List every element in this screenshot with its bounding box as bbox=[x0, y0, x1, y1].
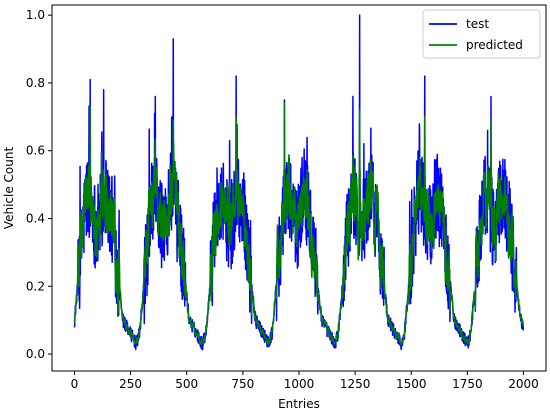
x-tick-label: 750 bbox=[231, 377, 254, 391]
legend-label-predicted: predicted bbox=[466, 38, 523, 52]
y-tick-label: 0.4 bbox=[26, 212, 45, 226]
x-tick-label: 1500 bbox=[396, 377, 427, 391]
y-tick-label: 0.0 bbox=[26, 347, 45, 361]
y-axis: 0.0 0.2 0.4 0.6 0.8 1.0 bbox=[26, 8, 52, 361]
x-tick-label: 250 bbox=[119, 377, 142, 391]
legend: test predicted bbox=[422, 9, 541, 59]
x-axis: 0 250 500 750 1000 1250 1500 1750 2000 bbox=[71, 371, 539, 391]
x-tick-label: 500 bbox=[175, 377, 198, 391]
y-axis-label: Vehicle Count bbox=[2, 147, 16, 230]
x-tick-label: 2000 bbox=[508, 377, 539, 391]
legend-label-test: test bbox=[466, 17, 489, 31]
y-tick-label: 0.2 bbox=[26, 279, 45, 293]
y-tick-label: 0.6 bbox=[26, 144, 45, 158]
legend-box bbox=[422, 9, 541, 59]
x-tick-label: 1000 bbox=[284, 377, 315, 391]
x-axis-label: Entries bbox=[278, 397, 320, 411]
series-layer bbox=[73, 14, 525, 351]
x-tick-label: 0 bbox=[71, 377, 79, 391]
y-tick-label: 1.0 bbox=[26, 8, 45, 22]
y-tick-label: 0.8 bbox=[26, 76, 45, 90]
x-tick-label: 1750 bbox=[452, 377, 483, 391]
series-line-predicted bbox=[73, 102, 525, 345]
x-tick-label: 1250 bbox=[340, 377, 371, 391]
